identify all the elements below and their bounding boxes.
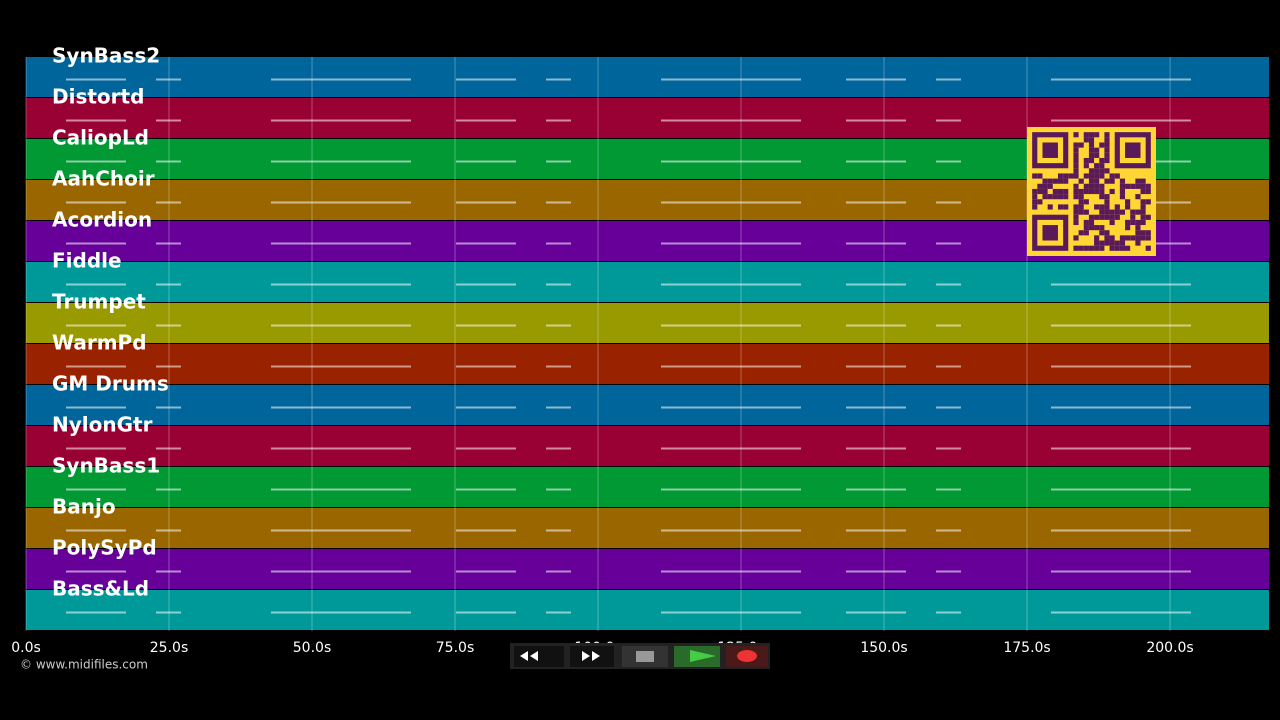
track-lane (26, 508, 1269, 548)
rewind-button[interactable] (514, 646, 564, 667)
track-lane (26, 426, 1269, 466)
x-tick-label: 50.0s (293, 640, 331, 656)
x-tick-label: 150.0s (860, 640, 907, 656)
track-lane (26, 549, 1269, 589)
track-label: SynBass2 (52, 44, 160, 68)
track-lane (26, 590, 1269, 630)
track-labels: SynBass2 Distortd CaliopLd AahChoir Acordion… (52, 44, 169, 601)
stop-button[interactable] (622, 646, 668, 667)
track-label: WarmPd (52, 331, 147, 355)
track-lane (26, 467, 1269, 507)
play-button[interactable] (674, 646, 720, 667)
track-label: NylonGtr (52, 413, 153, 437)
x-tick-label: 25.0s (150, 640, 188, 656)
track-lane (26, 262, 1269, 302)
track-label: Banjo (52, 495, 116, 519)
qr-code (1027, 127, 1156, 256)
track-label: SynBass1 (52, 454, 160, 478)
track-lane (26, 344, 1269, 384)
forward-button[interactable] (570, 646, 614, 667)
x-tick-label: 0.0s (11, 640, 41, 656)
track-label: Trumpet (52, 290, 146, 314)
track-label: GM Drums (52, 372, 169, 396)
transport (510, 643, 770, 669)
track-label: AahChoir (52, 167, 155, 191)
track-lane (26, 57, 1269, 97)
track-label: Distortd (52, 85, 144, 109)
record-button[interactable] (726, 646, 768, 667)
track-label: CaliopLd (52, 126, 149, 150)
x-tick-label: 175.0s (1003, 640, 1050, 656)
track-lane (26, 385, 1269, 425)
x-tick-label: 75.0s (436, 640, 474, 656)
copyright: © www.midifiles.com (20, 658, 148, 672)
track-label: PolySyPd (52, 536, 157, 560)
x-tick-label: 200.0s (1146, 640, 1193, 656)
track-label: Fiddle (52, 249, 122, 273)
track-label: Bass&Ld (52, 577, 149, 601)
track-label: Acordion (52, 208, 152, 232)
track-lane (26, 303, 1269, 343)
